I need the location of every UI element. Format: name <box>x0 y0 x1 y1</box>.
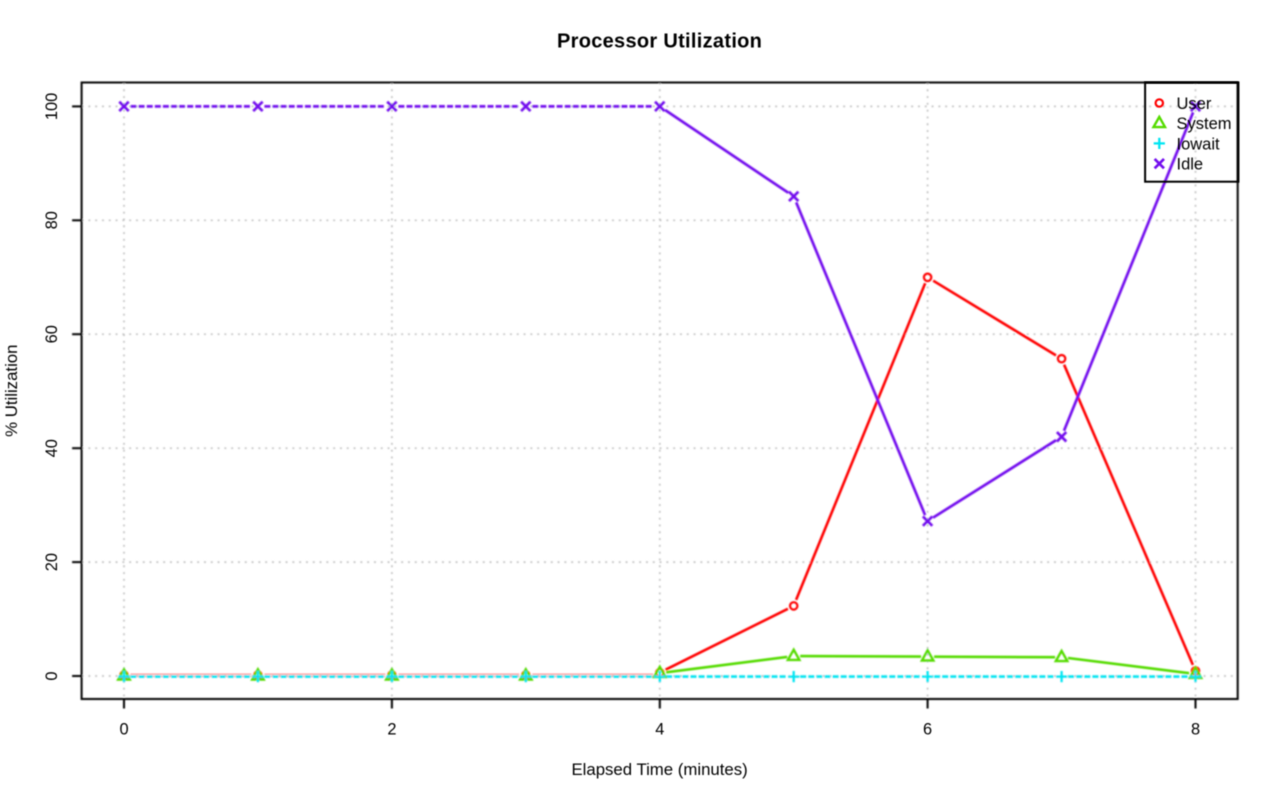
svg-text:Elapsed Time (minutes): Elapsed Time (minutes) <box>571 760 747 779</box>
svg-text:20: 20 <box>43 553 61 571</box>
svg-text:Iowait: Iowait <box>1177 135 1221 153</box>
svg-text:6: 6 <box>923 721 932 739</box>
svg-text:% Utilization: % Utilization <box>2 345 21 437</box>
svg-text:Processor Utilization: Processor Utilization <box>557 31 762 53</box>
svg-text:0: 0 <box>43 671 61 680</box>
svg-text:2: 2 <box>387 721 396 739</box>
svg-text:User: User <box>1177 95 1212 113</box>
svg-text:60: 60 <box>43 325 61 343</box>
svg-text:System: System <box>1177 115 1232 133</box>
svg-text:100: 100 <box>43 93 61 120</box>
svg-text:4: 4 <box>655 721 664 739</box>
svg-text:Idle: Idle <box>1177 156 1204 174</box>
svg-text:8: 8 <box>1191 721 1200 739</box>
svg-text:40: 40 <box>43 439 61 457</box>
svg-text:80: 80 <box>43 211 61 229</box>
svg-text:0: 0 <box>119 721 128 739</box>
